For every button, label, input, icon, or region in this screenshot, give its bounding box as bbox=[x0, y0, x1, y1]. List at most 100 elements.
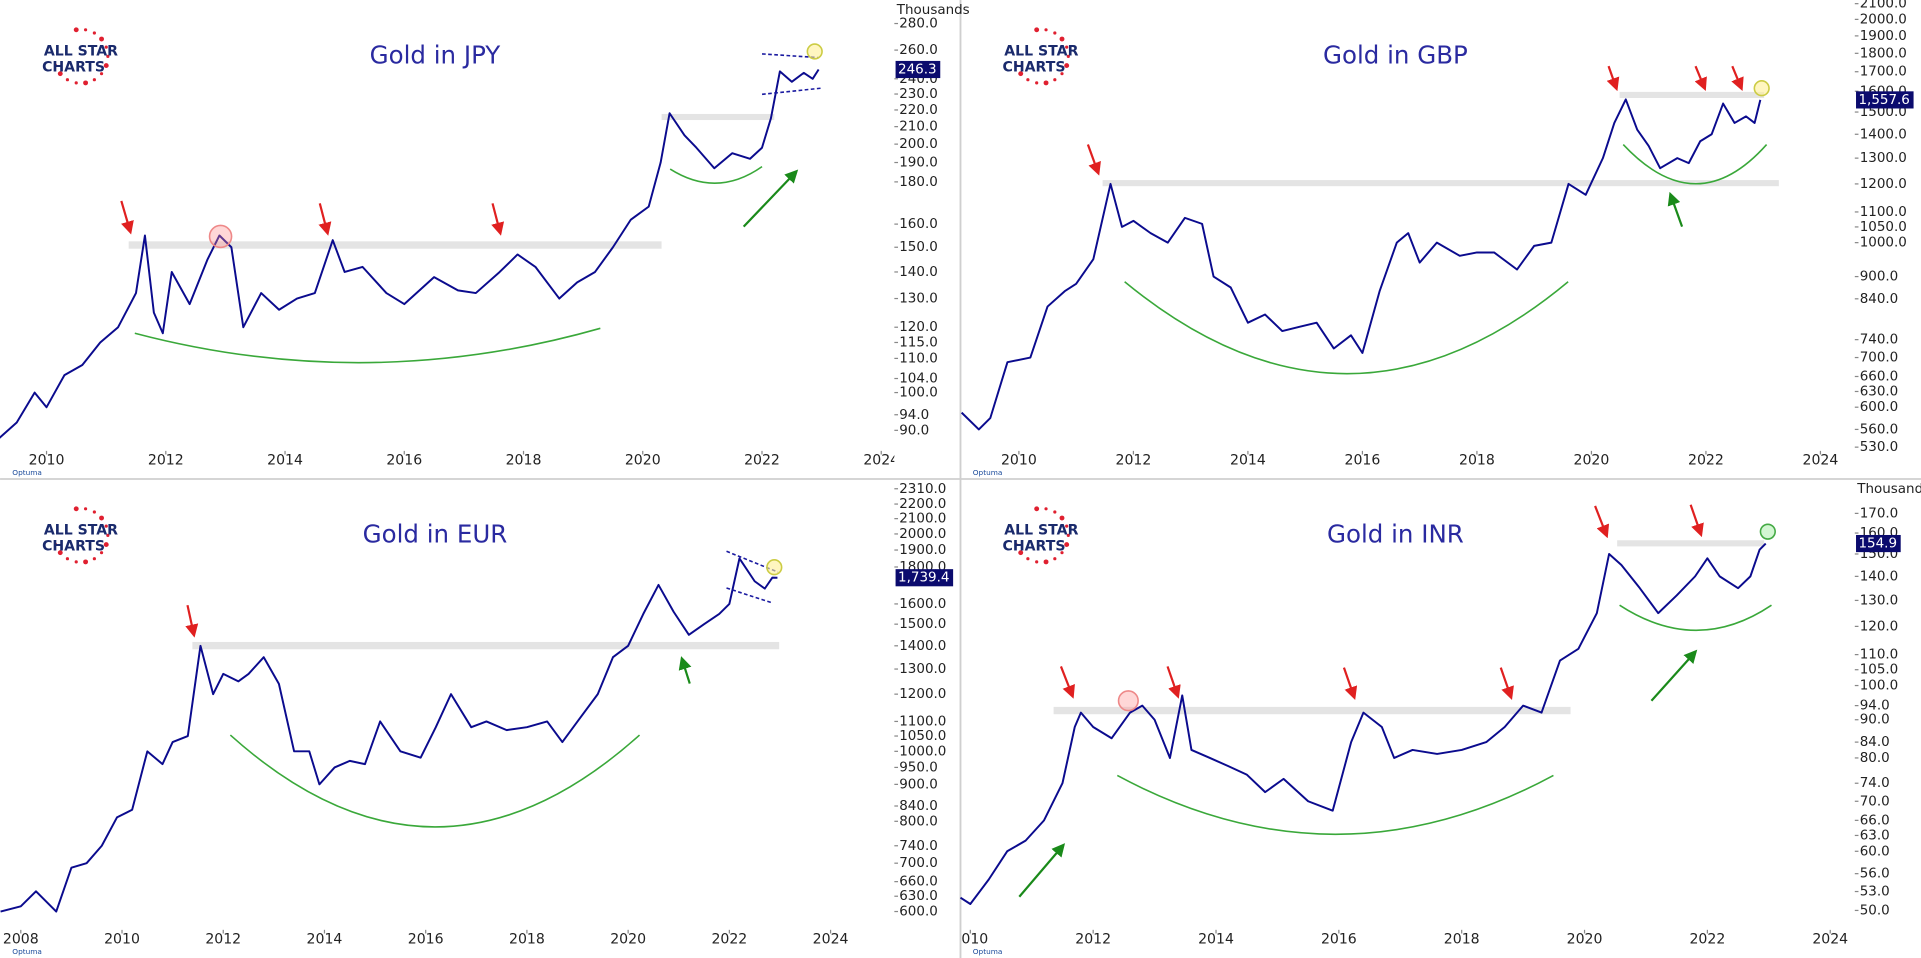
arrow bbox=[1667, 191, 1684, 228]
y-tick-label: 1100.0 bbox=[1860, 204, 1907, 220]
y-tick-label: 1900.0 bbox=[1860, 28, 1907, 44]
resistance-band bbox=[1619, 91, 1765, 99]
y-tick-label: 94.0 bbox=[1860, 698, 1890, 714]
last-value-label: 154.9 bbox=[1858, 536, 1897, 552]
logo-star bbox=[106, 54, 110, 58]
y-tick-label: 740.0 bbox=[1860, 332, 1899, 348]
highlight-circle bbox=[1759, 523, 1776, 540]
logo-star bbox=[104, 524, 108, 528]
logo-star bbox=[104, 45, 108, 49]
logo-text: ALL STAR bbox=[44, 522, 118, 538]
logo-star bbox=[99, 72, 104, 76]
x-tick-label: 2012 bbox=[148, 453, 184, 469]
logo-star bbox=[92, 78, 96, 82]
arrow bbox=[1650, 649, 1698, 702]
highlight-circle bbox=[208, 224, 233, 249]
x-tick-label: 2020 bbox=[610, 932, 646, 948]
logo-star bbox=[103, 63, 109, 69]
y-tick-label: 1400.0 bbox=[1860, 126, 1907, 142]
y-tick-label: 1500.0 bbox=[899, 616, 946, 632]
last-value-label: 1,739.4 bbox=[898, 570, 949, 586]
trendline bbox=[761, 87, 821, 96]
last-value-box bbox=[895, 569, 954, 587]
y-tick-label: 1800.0 bbox=[1860, 45, 1907, 61]
y-tick-label: 1000.0 bbox=[1860, 235, 1907, 251]
x-axis: 2010 2012 2014 2016 2018 2020 2022 2024 bbox=[961, 929, 1848, 948]
y-tick-label: 280.0 bbox=[899, 16, 938, 32]
y-tick-label: 260.0 bbox=[899, 42, 938, 58]
x-tick-label: 2024 bbox=[863, 453, 899, 469]
resistance-band bbox=[1053, 706, 1571, 715]
base-arcs bbox=[134, 144, 1772, 836]
y-tick-label: 1900.0 bbox=[899, 542, 946, 558]
arc bbox=[1619, 604, 1772, 632]
y-tick-label: 560.0 bbox=[1860, 421, 1899, 437]
unit-label: Thousands bbox=[896, 2, 970, 18]
logo-star bbox=[65, 78, 70, 82]
y-tick-label: 2100.0 bbox=[899, 511, 946, 527]
logo-star bbox=[1043, 80, 1049, 86]
y-tick-label: 900.0 bbox=[1860, 269, 1899, 285]
y-tick-label: 230.0 bbox=[899, 86, 938, 102]
logo-star bbox=[74, 560, 78, 564]
y-tick-label: 130.0 bbox=[1860, 592, 1899, 608]
logo-star bbox=[1043, 559, 1049, 565]
resistance-band bbox=[128, 241, 662, 249]
arrow bbox=[1731, 65, 1744, 92]
y-tick-label: 2200.0 bbox=[899, 496, 946, 512]
unit-label: Thousands bbox=[1856, 481, 1921, 497]
logo-star bbox=[103, 542, 109, 548]
logo-text: CHARTS bbox=[1003, 538, 1066, 554]
logo-star bbox=[1018, 71, 1024, 77]
logo-text: CHARTS bbox=[42, 538, 105, 554]
logo-star bbox=[1053, 31, 1057, 35]
x-tick-label: 2014 bbox=[1230, 453, 1266, 469]
y-tick-label: 84.0 bbox=[1860, 734, 1890, 750]
y-tick-label: 105.0 bbox=[1860, 662, 1899, 678]
logo-star bbox=[92, 510, 96, 514]
x-tick-label: 2022 bbox=[711, 932, 747, 948]
arrow bbox=[1059, 666, 1075, 699]
logo-star bbox=[1065, 524, 1069, 528]
y-tick-label: 170.0 bbox=[1860, 505, 1899, 521]
x-tick-label: 2018 bbox=[1459, 453, 1495, 469]
logo-star bbox=[1066, 533, 1070, 537]
x-tick-label: 2014 bbox=[307, 932, 343, 948]
logo-star bbox=[73, 506, 79, 512]
trendline bbox=[761, 53, 819, 59]
y-tick-label: 700.0 bbox=[1860, 350, 1899, 366]
logo-text: ALL STAR bbox=[1004, 43, 1078, 59]
y-tick-label: 130.0 bbox=[899, 291, 938, 307]
arrow bbox=[1694, 65, 1707, 92]
y-tick-label: 104.0 bbox=[899, 371, 938, 387]
y-tick-label: 2000.0 bbox=[1860, 11, 1907, 27]
highlight-circle bbox=[1753, 80, 1770, 97]
y-tick-label: 66.0 bbox=[1860, 812, 1890, 828]
x-tick-label: 2020 bbox=[625, 453, 661, 469]
logo-star bbox=[83, 28, 88, 32]
last-value-box bbox=[1856, 91, 1914, 109]
y-tick-label: 210.0 bbox=[899, 119, 938, 135]
annotations bbox=[120, 43, 1776, 898]
y-tick-label: 180.0 bbox=[899, 174, 938, 190]
x-tick-label: 2014 bbox=[267, 453, 303, 469]
arrow bbox=[185, 604, 199, 638]
logo-star bbox=[1066, 54, 1070, 58]
y-tick-label: 50.0 bbox=[1860, 902, 1890, 918]
x-axis: 2010 2012 2014 2016 2018 2020 2022 2024 bbox=[29, 450, 899, 469]
y-tick-label: 1050.0 bbox=[1860, 219, 1907, 235]
logo-star bbox=[83, 80, 89, 86]
highlight-circle bbox=[1117, 690, 1139, 712]
arrow bbox=[491, 203, 505, 236]
y-tick-label: 1200.0 bbox=[899, 686, 946, 702]
logo-star bbox=[99, 551, 104, 555]
annotations-back bbox=[128, 91, 1779, 715]
chart-title: Gold in GBP bbox=[1323, 40, 1468, 69]
y-tick-label: 2310.0 bbox=[899, 481, 946, 497]
y-tick-label: 60.0 bbox=[1860, 843, 1890, 859]
resistance-band bbox=[661, 113, 775, 121]
logo-star bbox=[57, 71, 63, 77]
arrow bbox=[1342, 667, 1358, 701]
